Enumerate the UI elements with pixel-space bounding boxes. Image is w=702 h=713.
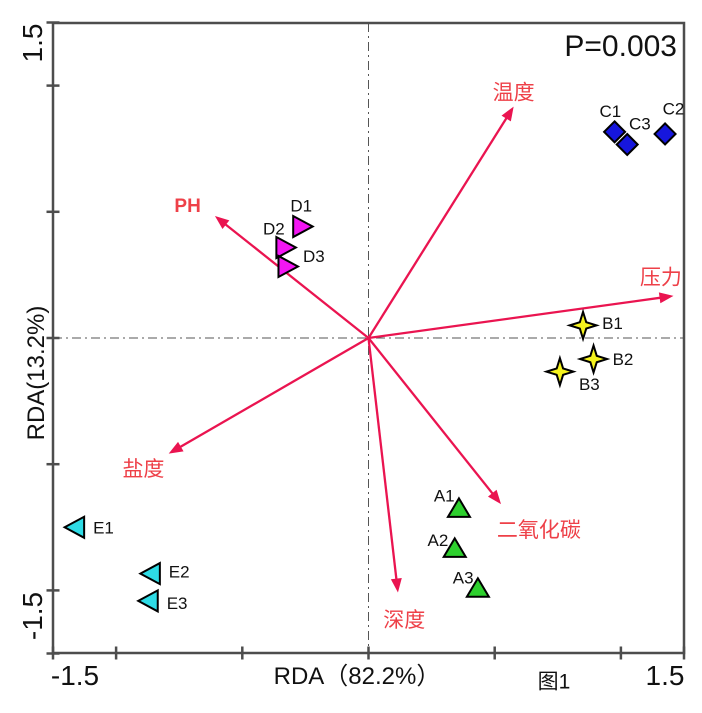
p-value-annotation: P=0.003	[564, 30, 677, 63]
marker-D3	[277, 254, 301, 279]
env-arrow-pressure	[368, 296, 663, 340]
marker-C1	[602, 119, 627, 144]
env-arrowhead-ph	[214, 216, 230, 230]
env-label-salinity: 盐度	[122, 458, 164, 481]
env-arrowhead-salinity	[168, 441, 184, 454]
env-arrowhead-depth	[390, 577, 402, 593]
env-arrow-salinity	[177, 337, 370, 450]
point-label-A1: A1	[434, 487, 455, 506]
marker-B1	[566, 308, 600, 343]
x-axis-title: RDA（82.2%）	[273, 663, 441, 690]
env-label-pressure: 压力	[640, 266, 682, 289]
env-arrowhead-temperature	[501, 106, 514, 122]
env-label-co2: 二氧化碳	[497, 519, 581, 542]
env-arrow-depth	[367, 337, 398, 582]
point-label-B1: B1	[602, 314, 623, 333]
point-label-C2: C2	[663, 100, 685, 119]
env-arrowhead-co2	[487, 489, 502, 505]
env-label-ph: PH	[174, 196, 200, 217]
env-label-temperature: 温度	[493, 81, 535, 104]
point-label-E1: E1	[93, 518, 114, 537]
y-axis-min-label: -1.5	[17, 591, 48, 641]
marker-B2	[576, 342, 611, 376]
point-label-D1: D1	[290, 196, 312, 215]
point-label-B2: B2	[613, 350, 634, 369]
env-arrowhead-pressure	[658, 292, 674, 304]
point-label-B3: B3	[579, 375, 600, 394]
env-arrow-temperature	[367, 115, 509, 339]
marker-D2	[275, 235, 298, 260]
y-axis-max-label: 1.5	[17, 23, 48, 63]
x-axis-max-label: 1.5	[645, 660, 685, 691]
marker-C3	[615, 132, 640, 157]
point-label-C3: C3	[629, 114, 651, 133]
x-axis-min-label: -1.5	[50, 660, 100, 691]
point-label-E2: E2	[169, 562, 190, 581]
point-label-A3: A3	[453, 569, 474, 588]
marker-A1	[446, 496, 472, 518]
marker-E2	[138, 561, 161, 586]
point-label-D3: D3	[303, 247, 325, 266]
figure-caption: 图1	[537, 670, 571, 694]
marker-E1	[62, 515, 86, 540]
y-axis-title: RDA(13.2%)	[23, 305, 50, 441]
point-label-C1: C1	[600, 102, 622, 121]
env-arrow-ph	[222, 221, 370, 339]
marker-A2	[441, 536, 468, 558]
point-label-A2: A2	[428, 531, 449, 550]
marker-B3	[543, 354, 577, 389]
point-label-E3: E3	[167, 594, 188, 613]
marker-E3	[136, 588, 159, 614]
marker-C2	[653, 122, 677, 146]
point-label-D2: D2	[263, 220, 285, 239]
env-label-depth: 深度	[383, 609, 425, 632]
env-arrow-co2	[367, 337, 496, 497]
marker-D1	[292, 214, 315, 239]
marker-A3	[465, 576, 491, 598]
